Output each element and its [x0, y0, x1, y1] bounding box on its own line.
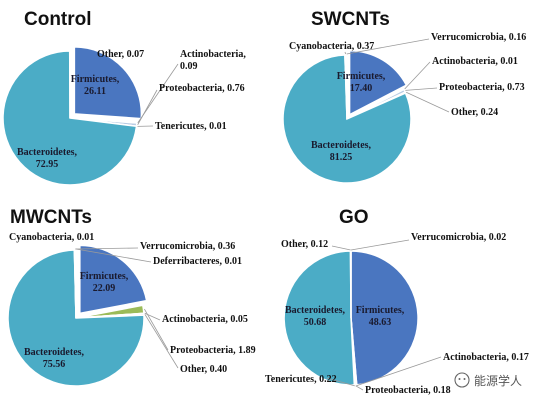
pie-panel-go: GO Verrucomicrobia, 0.02 Firmicutes,48.63…	[265, 207, 529, 396]
pie-panel-swcnts: SWCNTs Firmicutes,17.40 Actinobacteria, 0…	[282, 9, 526, 184]
slice-label-cyanobacteria: Cyanobacteria, 0.37	[289, 41, 374, 52]
wechat-icon	[454, 372, 470, 388]
slice-value-firmicutes: 17.40	[350, 83, 373, 94]
leader-line	[144, 312, 161, 321]
leader-line	[355, 385, 364, 391]
leader-line	[144, 314, 179, 369]
pie-slice-firmicutes	[350, 250, 419, 386]
slice-label-other: Other, 0.24	[451, 107, 498, 118]
slice-label-bacteroidetes: Bacteroidetes,	[24, 347, 85, 358]
slice-value-firmicutes: 48.63	[369, 317, 392, 328]
slice-label-tenericutes: Tenericutes, 0.01	[155, 121, 227, 132]
pie-slice-firmicutes	[348, 49, 408, 116]
slice-label-firmicutes: Firmicutes,	[80, 271, 129, 282]
leader-line	[404, 61, 431, 90]
slice-value-firmicutes: 22.09	[93, 283, 116, 294]
slice-label-other: Other, 0.40	[180, 364, 227, 375]
slice-label-firmicutes: Firmicutes,	[356, 305, 405, 316]
slice-label-bacteroidetes: Bacteroidetes,	[17, 147, 78, 158]
pie-slice-bacteroidetes	[283, 250, 356, 386]
pie-title: SWCNTs	[311, 9, 390, 30]
leader-line	[326, 377, 355, 387]
slice-label-actinobacteria: Actinobacteria, 0.17	[443, 352, 529, 363]
leader-line	[75, 248, 152, 263]
slice-label-bacteroidetes: Bacteroidetes,	[285, 305, 346, 316]
leader-line	[350, 239, 410, 251]
pie-panel-control: Control Firmicutes,26.11 Actinobacteria,0…	[2, 9, 246, 186]
pie-slice-firmicutes	[73, 46, 143, 120]
pie-slice-bacteroidetes	[282, 54, 412, 184]
slice-label-proteobacteria: Proteobacteria, 0.73	[439, 82, 525, 93]
leader-line	[144, 308, 169, 351]
pie-slice-verrucomicrobia	[345, 54, 348, 120]
slice-value-bacteroidetes: 50.68	[304, 317, 327, 328]
slice-label-actinobacteria: Actinobacteria,	[180, 49, 246, 60]
pie-slice-bacteroidetes	[7, 249, 145, 387]
pie-title: MWCNTs	[10, 207, 92, 228]
leader-line	[75, 247, 139, 250]
slice-label-proteobacteria: Proteobacteria, 0.76	[159, 83, 245, 94]
slice-value-bacteroidetes: 72.95	[36, 159, 59, 170]
slice-label-other: Other, 0.07	[97, 49, 144, 60]
leader-line	[406, 91, 450, 113]
pie-title: Control	[24, 9, 92, 30]
pie-slice-other	[349, 250, 352, 319]
slice-label-other: Other, 0.12	[281, 239, 328, 250]
leader-line	[331, 245, 351, 251]
slice-label-proteobacteria: Proteobacteria, 0.18	[365, 385, 451, 396]
watermark: 能源学人	[454, 372, 522, 388]
slice-label-verrucomicrobia: Verrucomicrobia, 0.16	[431, 32, 526, 43]
slice-label-firmicutes: Firmicutes,	[71, 74, 120, 85]
leader-line	[137, 89, 158, 125]
slice-value-firmicutes: 26.11	[84, 86, 106, 97]
slice-value-bacteroidetes: 81.25	[330, 152, 353, 163]
slice-label-actinobacteria: Actinobacteria, 0.05	[162, 314, 248, 325]
leader-line	[405, 87, 438, 91]
slice-label-verrucomicrobia: Verrucomicrobia, 0.36	[140, 241, 235, 252]
pie-title: GO	[339, 207, 369, 228]
slice-label-cyanobacteria: Cyanobacteria, 0.01	[9, 232, 94, 243]
slice-label-deferribacteres: Deferribacteres, 0.01	[153, 256, 242, 267]
slice-label-tenericutes: Tenericutes, 0.22	[265, 374, 337, 385]
leader-line	[356, 356, 442, 387]
leader-line	[346, 38, 430, 55]
slice-label-verrucomicrobia: Verrucomicrobia, 0.02	[411, 232, 506, 243]
pie-slice-firmicutes	[79, 244, 148, 315]
slice-label-bacteroidetes: Bacteroidetes,	[311, 140, 372, 151]
slice-label-firmicutes: Firmicutes,	[337, 71, 386, 82]
pie-panel-mwcnts: MWCNTs Firmicutes,22.09 Proteobacteria, 1…	[7, 207, 256, 387]
slice-label-proteobacteria: Proteobacteria, 1.89	[170, 345, 256, 356]
slice-value-bacteroidetes: 75.56	[43, 359, 66, 370]
slice-value-actinobacteria: 0.09	[180, 61, 198, 72]
watermark-text: 能源学人	[474, 373, 522, 388]
slice-label-actinobacteria: Actinobacteria, 0.01	[432, 56, 518, 67]
leader-line	[344, 51, 346, 55]
